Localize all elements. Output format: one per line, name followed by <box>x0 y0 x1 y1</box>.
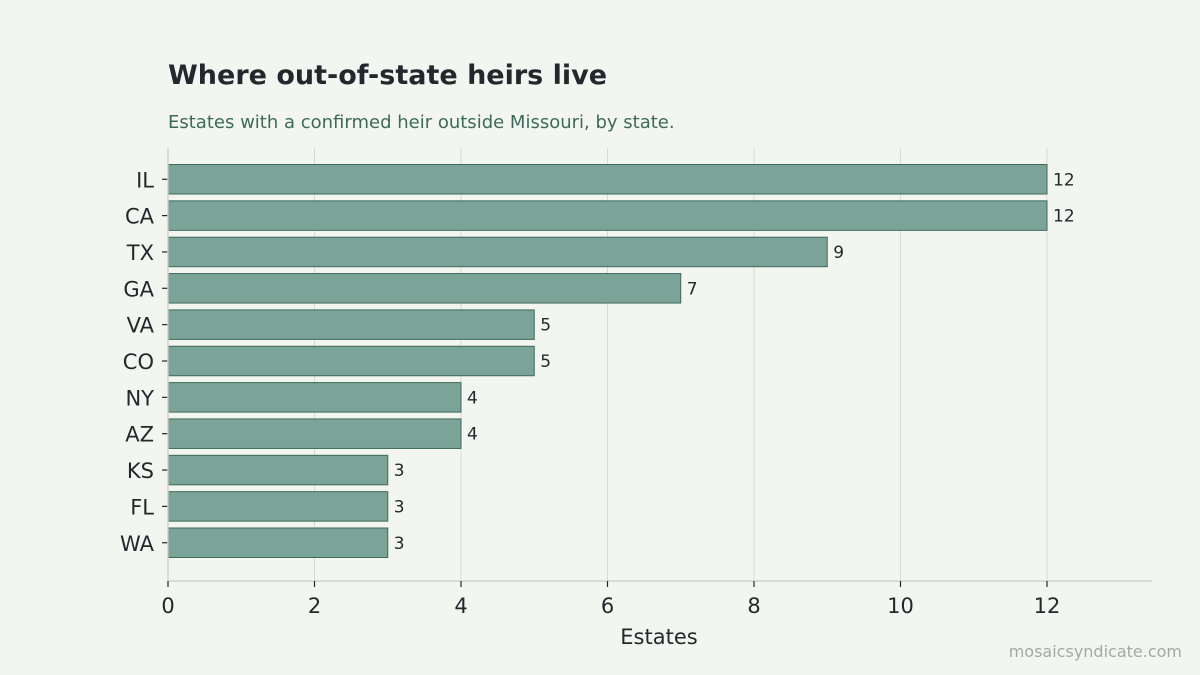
chart-subtitle: Estates with a confirmed heir outside Mi… <box>168 112 675 133</box>
data-label-ny: 4 <box>467 388 478 408</box>
bar-co <box>168 345 535 377</box>
data-label-wa: 3 <box>394 534 405 554</box>
data-label-il: 12 <box>1053 170 1075 190</box>
bar-tx <box>168 236 828 268</box>
data-label-ga: 7 <box>687 279 698 299</box>
data-label-ca: 12 <box>1053 207 1075 227</box>
labels: IL 12 CA 12 TX 9 GA 7 VA 5 CO 5 NY 4 AZ 4 KS 3 FL 3 WA 3 0 2 4 6 8… <box>120 168 1075 618</box>
y-tick-label-ga: GA <box>123 277 154 301</box>
bar-ga <box>168 273 682 304</box>
x-tick-label-10: 10 <box>887 594 914 618</box>
x-tick-label-0: 0 <box>161 594 174 618</box>
data-label-va: 5 <box>540 316 551 336</box>
data-label-az: 4 <box>467 425 478 445</box>
chart-title: Where out-of-state heirs live <box>168 60 608 91</box>
watermark: mosaicsyndicate.com <box>1008 642 1182 661</box>
data-label-ks: 3 <box>394 461 405 481</box>
y-tick-label-va: VA <box>127 314 155 338</box>
y-tick-label-il: IL <box>136 168 154 192</box>
x-tick-label-4: 4 <box>454 594 467 618</box>
bar-az <box>168 418 462 449</box>
bar-ny <box>168 382 462 413</box>
bar-ca <box>168 200 1048 231</box>
x-tick-label-6: 6 <box>601 594 614 618</box>
y-tick-label-wa: WA <box>120 532 155 556</box>
bar-fl <box>168 491 389 522</box>
y-tick-label-ca: CA <box>125 205 155 229</box>
axes <box>162 148 1152 587</box>
bar-va <box>168 309 535 340</box>
y-tick-label-fl: FL <box>130 495 154 519</box>
data-label-co: 5 <box>540 352 551 372</box>
y-tick-label-ks: KS <box>127 459 154 483</box>
y-tick-label-ny: NY <box>125 386 154 410</box>
bar-wa <box>168 527 389 558</box>
y-tick-label-co: CO <box>123 350 154 374</box>
y-tick-label-tx: TX <box>126 241 154 265</box>
x-tick-label-12: 12 <box>1034 594 1061 618</box>
x-tick-label-2: 2 <box>308 594 321 618</box>
y-tick-label-az: AZ <box>125 423 154 447</box>
bars <box>168 164 1048 558</box>
data-label-tx: 9 <box>833 243 844 263</box>
bar-ks <box>168 454 389 486</box>
x-axis-title: Estates <box>620 625 697 649</box>
x-tick-label-8: 8 <box>747 594 760 618</box>
data-label-fl: 3 <box>394 497 405 517</box>
bar-il <box>168 164 1048 195</box>
